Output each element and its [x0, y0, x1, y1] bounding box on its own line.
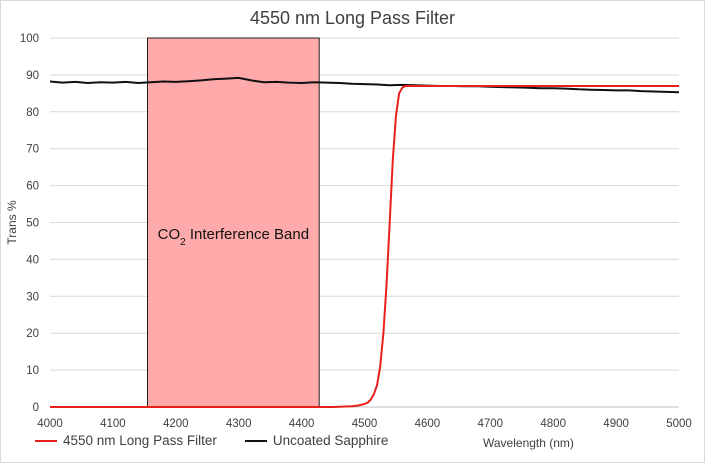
x-axis-title: Wavelength (nm) — [483, 436, 574, 450]
y-tick-label: 30 — [26, 291, 39, 303]
legend-label-sapphire: Uncoated Sapphire — [272, 433, 389, 448]
legend-item-filter: 4550 nm Long Pass Filter — [35, 433, 217, 448]
y-tick-label: 0 — [33, 402, 39, 414]
legend-swatch-sapphire — [244, 439, 267, 442]
y-tick-label: 10 — [26, 365, 39, 377]
x-tick-label: 4200 — [163, 418, 189, 430]
y-axis-title: Trans % — [5, 200, 19, 245]
y-tick-label: 20 — [26, 328, 39, 340]
x-tick-label: 4100 — [100, 418, 126, 430]
y-tick-label: 100 — [20, 33, 39, 45]
y-tick-label: 90 — [26, 70, 39, 82]
x-tick-label: 4800 — [540, 418, 566, 430]
x-tick-label: 4500 — [352, 418, 378, 430]
x-tick-label: 4300 — [226, 418, 252, 430]
series-line-long-pass-filter — [50, 85, 679, 408]
x-tick-label: 4600 — [415, 418, 441, 430]
y-tick-label: 80 — [26, 107, 39, 119]
legend: 4550 nm Long Pass Filter Uncoated Sapphi… — [35, 433, 388, 448]
legend-item-sapphire: Uncoated Sapphire — [244, 433, 389, 448]
x-tick-label: 4400 — [289, 418, 315, 430]
x-tick-label: 4700 — [478, 418, 504, 430]
y-tick-label: 70 — [26, 144, 39, 156]
y-tick-label: 40 — [26, 254, 39, 266]
legend-label-filter: 4550 nm Long Pass Filter — [63, 433, 217, 448]
band-label: CO2 Interference Band — [158, 226, 309, 248]
legend-swatch-filter — [35, 439, 57, 442]
y-tick-label: 50 — [26, 218, 39, 230]
x-tick-label: 5000 — [666, 418, 692, 430]
x-tick-label: 4000 — [37, 418, 63, 430]
chart-title: 4550 nm Long Pass Filter — [249, 8, 456, 28]
y-tick-label: 60 — [26, 181, 39, 193]
series-line-uncoated-sapphire — [49, 76, 680, 94]
x-tick-label: 4900 — [603, 418, 629, 430]
co2-interference-band — [146, 37, 320, 408]
